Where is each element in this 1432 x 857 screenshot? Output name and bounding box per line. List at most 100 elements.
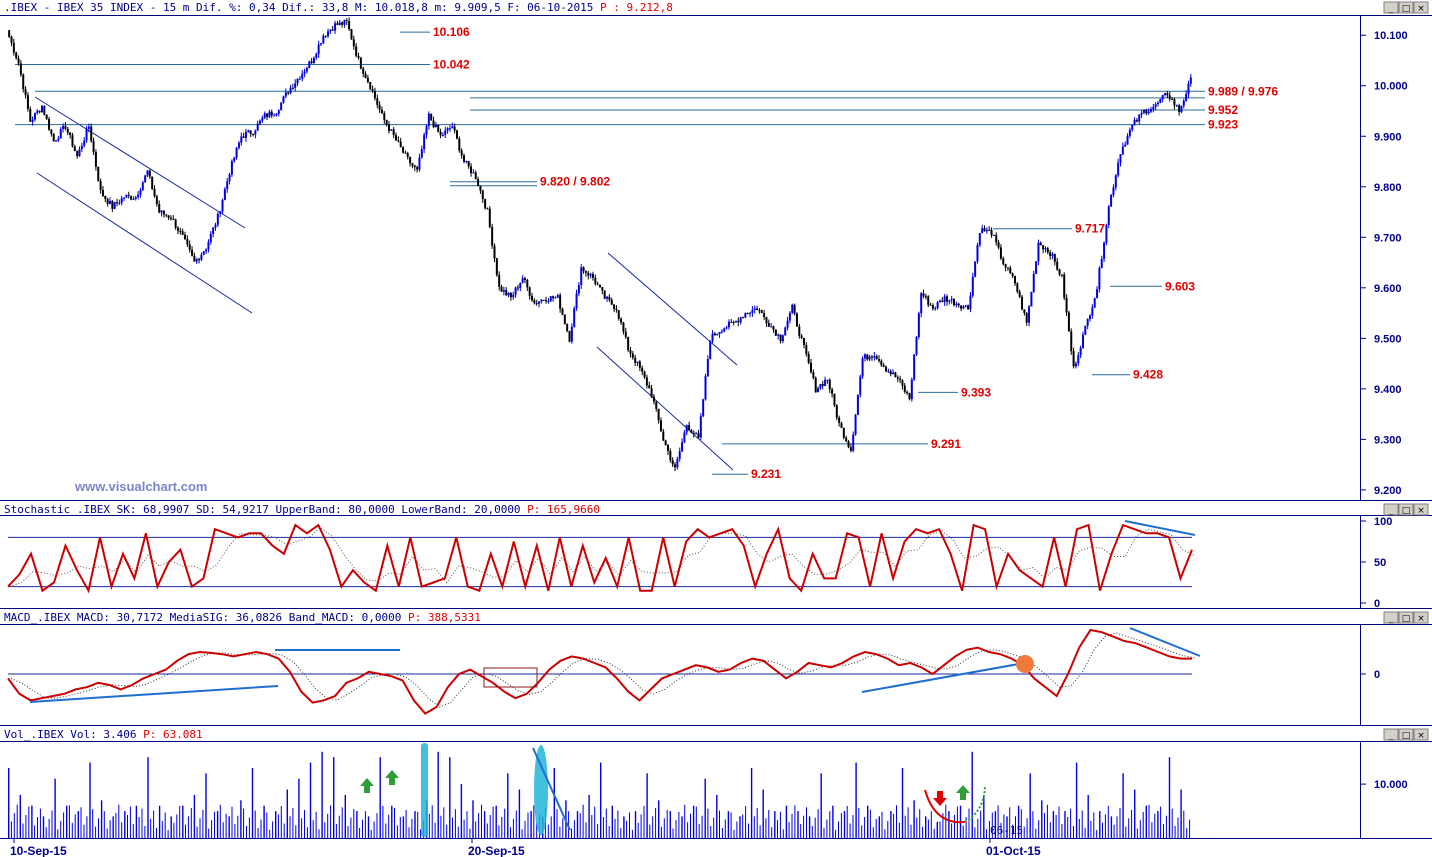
price-candle [1037, 239, 1040, 266]
candle-body [254, 130, 257, 135]
price-candle [160, 210, 163, 217]
candle-body [66, 128, 69, 133]
price-candle [617, 310, 620, 321]
price-candle [465, 160, 468, 164]
candle-body [184, 234, 187, 240]
price-candle [650, 385, 653, 398]
volume-bar [25, 815, 27, 838]
maximize-button[interactable]: □ [1398, 728, 1414, 741]
volume-bar [216, 811, 219, 838]
volume-bar-group [321, 751, 332, 839]
candle-body [92, 141, 95, 153]
candle-body [828, 379, 831, 390]
minimize-button[interactable]: _ [1383, 728, 1399, 741]
minimize-button[interactable]: _ [1383, 503, 1399, 516]
volume-bar-group [1145, 804, 1156, 839]
close-button[interactable]: × [1413, 1, 1429, 14]
price-candle [395, 132, 398, 142]
price-candle [12, 38, 15, 56]
y-tick-label: 100 [1374, 516, 1392, 528]
candle-body [622, 322, 625, 332]
volume-bar-group [228, 806, 239, 838]
price-candle [1074, 361, 1077, 369]
price-candle [94, 149, 97, 171]
price-candle [221, 198, 224, 215]
candle-body [695, 433, 698, 435]
price-candle [1114, 173, 1117, 191]
volume-bar [132, 824, 134, 838]
y-tick-label: 0 [1374, 669, 1380, 681]
price-candle [409, 156, 412, 167]
volume-bar-group [750, 767, 761, 838]
volume-bar [710, 826, 712, 838]
candle-body [887, 371, 890, 373]
minimize-button[interactable]: _ [1383, 1, 1399, 14]
price-candle [144, 174, 147, 183]
volume-bar [704, 778, 706, 838]
volume-bar [63, 812, 65, 838]
candle-body [259, 120, 262, 124]
volume-bar [614, 818, 616, 838]
price-candle [345, 18, 348, 25]
price-candle [629, 346, 632, 358]
candle-body [1091, 307, 1094, 316]
volume-bar [930, 811, 932, 838]
candle-body [228, 174, 231, 182]
price-candle [601, 286, 604, 295]
candle-body [350, 29, 353, 40]
candle-body [1166, 93, 1169, 96]
candle-body [514, 287, 517, 295]
volume-bar [1078, 818, 1080, 838]
candle-body [943, 296, 946, 303]
volume-bar [980, 810, 982, 838]
volume-bar [820, 773, 822, 838]
volume-bar [161, 820, 163, 838]
price-candle [695, 431, 698, 435]
volume-bar [257, 828, 259, 838]
volume-bar [649, 824, 651, 838]
candle-body [467, 161, 470, 167]
candle-body [1042, 245, 1045, 250]
volume-bar [74, 814, 76, 838]
close-button[interactable]: × [1413, 728, 1429, 741]
minimize-button[interactable]: _ [1383, 611, 1399, 624]
volume-bar [727, 811, 730, 838]
price-candle [1039, 241, 1042, 246]
price-candle [495, 257, 498, 277]
candle-body [1056, 261, 1059, 270]
candle-body [978, 233, 981, 246]
close-button[interactable]: × [1413, 503, 1429, 516]
candle-body [495, 258, 498, 275]
price-candle [596, 281, 599, 286]
price-candle [153, 185, 156, 198]
maximize-button[interactable]: □ [1398, 1, 1414, 14]
candle-body [22, 74, 25, 90]
volume-bar-group [913, 800, 924, 838]
candle-body [627, 337, 630, 351]
price-candle [908, 392, 911, 401]
candle-body [430, 113, 433, 121]
volume-bar [1128, 818, 1130, 838]
volume-bar [298, 778, 300, 838]
volume-bar [1096, 829, 1098, 838]
volume-bar [869, 809, 871, 838]
maximize-button[interactable]: □ [1398, 503, 1414, 516]
price-candle [479, 185, 482, 194]
candle-body [1173, 99, 1176, 106]
price-candle [589, 272, 592, 279]
price-candle [397, 136, 400, 143]
volume-bar [385, 823, 387, 838]
candle-body [19, 63, 22, 75]
close-button[interactable]: × [1413, 611, 1429, 624]
volume-bar-group [66, 805, 76, 838]
candle-body [172, 218, 175, 220]
candle-body [1063, 274, 1066, 298]
volume-bar [330, 805, 332, 838]
price-candle [118, 199, 121, 206]
candle-body [596, 283, 599, 285]
candle-body [1030, 291, 1033, 307]
price-candle [788, 311, 791, 324]
volume-bar [42, 816, 45, 838]
maximize-button[interactable]: □ [1398, 611, 1414, 624]
candle-body [791, 304, 794, 313]
